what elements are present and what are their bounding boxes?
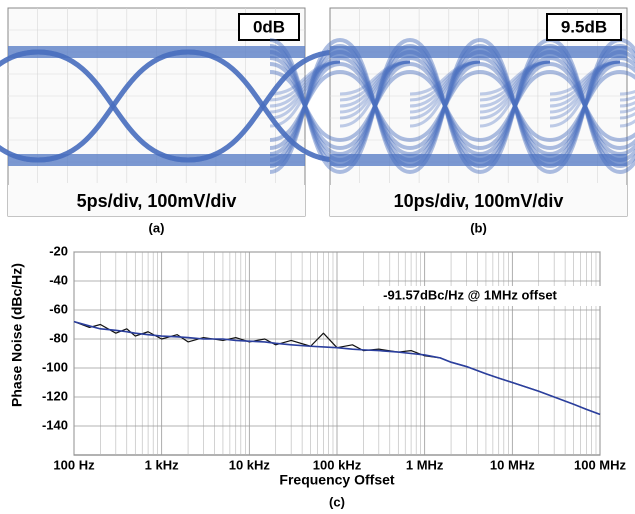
x-tick-label: 1 kHz bbox=[145, 457, 179, 472]
x-axis-label: Frequency Offset bbox=[279, 472, 394, 488]
caption: 10ps/div, 100mV/div bbox=[394, 191, 564, 211]
eye-panel: 9.5dB 10ps/div, 100mV/div bbox=[270, 8, 635, 216]
x-tick-label: 10 kHz bbox=[229, 457, 271, 472]
y-axis-label: Phase Noise (dBc/Hz) bbox=[9, 263, 25, 407]
x-tick-label: 10 MHz bbox=[490, 457, 535, 472]
x-tick-label: 100 Hz bbox=[53, 457, 95, 472]
panel-label: (c) bbox=[329, 494, 345, 509]
y-tick-label: -100 bbox=[42, 359, 68, 374]
x-tick-label: 100 kHz bbox=[313, 457, 362, 472]
phase-noise-chart: Phase Noise (dBc/Hz) Frequency Offset (c… bbox=[9, 243, 627, 509]
panel-label: (b) bbox=[470, 220, 487, 235]
y-tick-label: -120 bbox=[42, 388, 68, 403]
y-tick-label: -80 bbox=[49, 330, 68, 345]
figure: 0dB 5ps/div, 100mV/div (a) 9.5dB 10ps/div, 1… bbox=[0, 0, 635, 514]
y-tick-label: -140 bbox=[42, 417, 68, 432]
y-tick-label: -60 bbox=[49, 301, 68, 316]
badge: 0dB bbox=[253, 17, 285, 36]
caption: 5ps/div, 100mV/div bbox=[77, 191, 237, 211]
y-tick-label: -20 bbox=[49, 243, 68, 258]
x-tick-label: 1 MHz bbox=[406, 457, 444, 472]
annotation: -91.57dBc/Hz @ 1MHz offset bbox=[383, 287, 557, 302]
x-tick-label: 100 MHz bbox=[574, 457, 627, 472]
panel-label: (a) bbox=[149, 220, 165, 235]
eye-panels: 0dB 5ps/div, 100mV/div (a) 9.5dB 10ps/div, 1… bbox=[0, 8, 635, 235]
badge: 9.5dB bbox=[561, 17, 607, 36]
y-tick-label: -40 bbox=[49, 272, 68, 287]
